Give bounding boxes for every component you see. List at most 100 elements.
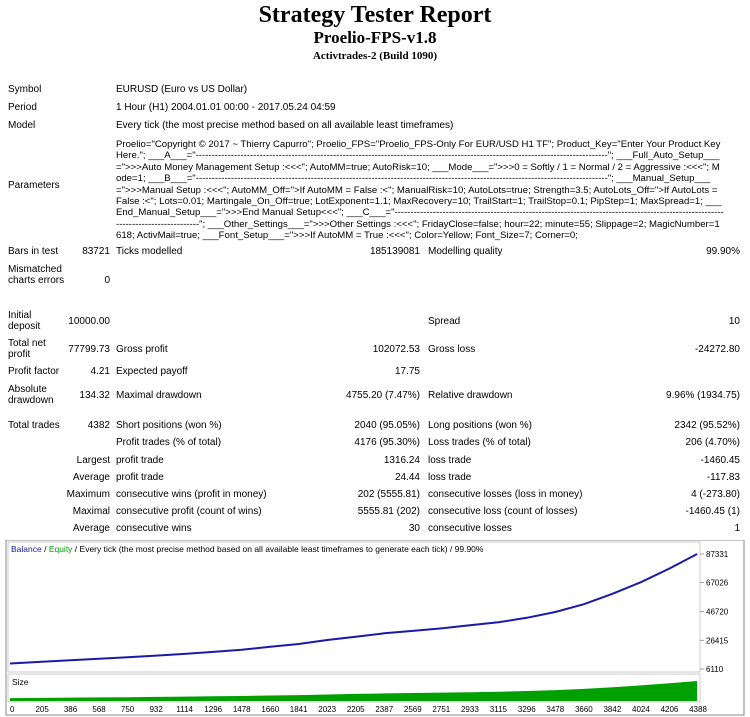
- mismatch-label: Mismatched charts errors: [8, 264, 65, 286]
- maximal-loss-value: -1460.45 (1): [685, 506, 740, 517]
- legend-description: / Every tick (the most precise method ba…: [72, 544, 483, 554]
- y-tick-label: 6110: [706, 665, 724, 674]
- avg-consec-wins-value: 30: [408, 523, 420, 534]
- size-area: [10, 681, 698, 701]
- grossloss-label: Gross loss: [428, 344, 476, 355]
- ep-label: Expected payoff: [116, 366, 188, 377]
- x-tick-label: 2569: [404, 705, 422, 714]
- maximum-label: Maximum: [66, 489, 110, 500]
- symbol-label: Symbol: [8, 84, 42, 95]
- quality-value: 99.90%: [706, 246, 740, 257]
- x-tick-label: 205: [35, 705, 49, 714]
- model-label: Model: [8, 120, 36, 131]
- maxdd-value: 4755.20 (7.47%): [346, 390, 420, 401]
- absdd-label: Absolute drawdown: [8, 384, 54, 406]
- x-axis-ticks: 0 205 386 568 750 932 1114 1296 1478 1660 1841 2023…: [10, 705, 707, 714]
- avg-consec-label: Average: [72, 523, 110, 534]
- largest-label: Largest: [76, 455, 110, 466]
- x-tick-label: 3660: [575, 705, 593, 714]
- x-tick-label: 2751: [432, 705, 450, 714]
- maximal-label: Maximal: [72, 506, 110, 517]
- y-tick-label: 87331: [706, 550, 729, 559]
- deposit-label: Initial deposit: [8, 310, 41, 332]
- x-tick-label: 2933: [461, 705, 479, 714]
- ticks-value: 185139081: [369, 246, 420, 257]
- model-value: Every tick (the most precise method base…: [116, 120, 454, 131]
- grid-lines: [700, 553, 704, 670]
- legend-balance: Balance: [11, 544, 42, 554]
- quality-label: Modelling quality: [428, 246, 503, 257]
- maximum-wins-value: 202 (5555.81): [357, 489, 420, 500]
- x-tick-label: 2023: [318, 705, 336, 714]
- bars-label: Bars in test: [8, 246, 59, 257]
- long-label: Long positions (won %): [428, 420, 532, 431]
- average-loss-label: loss trade: [428, 472, 472, 483]
- legend-equity: Equity: [49, 544, 73, 554]
- grossloss-value: -24272.80: [694, 344, 740, 355]
- x-tick-label: 1296: [204, 705, 222, 714]
- maximum-losses-value: 4 (-273.80): [691, 489, 740, 500]
- x-tick-label: 932: [149, 705, 163, 714]
- parameters-value: Proelio="Copyright © 2017 ~ Thierry Capu…: [116, 139, 724, 242]
- x-tick-label: 1114: [176, 705, 193, 714]
- symbol-value: EURUSD (Euro vs US Dollar): [116, 84, 248, 95]
- mismatch-value: 0: [104, 275, 110, 286]
- maximum-wins-label: consecutive wins (profit in money): [116, 489, 267, 500]
- x-tick-label: 3115: [490, 705, 508, 714]
- deposit-value: 10000.00: [68, 316, 110, 327]
- ep-value: 17.75: [394, 366, 420, 377]
- lt-value: 206 (4.70%): [685, 437, 740, 448]
- pt-label: Profit trades (% of total): [116, 437, 222, 448]
- average-label: Average: [72, 472, 110, 483]
- largest-profit-label: profit trade: [116, 455, 164, 466]
- pt-value: 4176 (95.30%): [354, 437, 420, 448]
- average-profit-label: profit trade: [116, 472, 164, 483]
- avg-consec-wins-label: consecutive wins: [116, 523, 192, 534]
- short-value: 2040 (95.05%): [354, 420, 420, 431]
- y-axis-ticks: 87331 67026 46720 26415 6110: [706, 550, 729, 674]
- x-tick-label: 4206: [661, 705, 679, 714]
- x-tick-label: 750: [121, 705, 135, 714]
- balance-series-line: [9, 553, 698, 665]
- maximal-loss-label: consecutive loss (count of losses): [428, 506, 578, 517]
- maxdd-label: Maximal drawdown: [116, 390, 202, 401]
- pf-value: 4.21: [90, 366, 110, 377]
- avg-consec-losses-value: 1: [734, 523, 740, 534]
- ticks-label: Ticks modelled: [116, 246, 183, 257]
- x-tick-label: 3296: [518, 705, 536, 714]
- long-value: 2342 (95.52%): [674, 420, 740, 431]
- bars-value: 83721: [82, 246, 110, 257]
- grossprofit-value: 102072.53: [372, 344, 420, 355]
- x-tick-label: 1478: [233, 705, 251, 714]
- y-tick-label: 67026: [706, 579, 729, 588]
- x-tick-label: 3842: [603, 705, 621, 714]
- reldd-label: Relative drawdown: [428, 390, 513, 401]
- main-plot-area: [7, 541, 701, 673]
- lt-label: Loss trades (% of total): [428, 437, 531, 448]
- x-tick-label: 2387: [375, 705, 393, 714]
- x-tick-label: 386: [64, 705, 78, 714]
- balance-chart: Balance / Equity / Every tick (the most …: [5, 540, 745, 716]
- expert-name: Proelio-FPS-v1.8: [313, 28, 437, 47]
- period-label: Period: [8, 102, 37, 113]
- trades-value: 4382: [87, 420, 110, 431]
- reldd-value: 9.96% (1934.75): [666, 390, 740, 401]
- x-tick-label: 3478: [546, 705, 564, 714]
- y-tick-label: 46720: [706, 608, 729, 617]
- size-label: Size: [12, 677, 29, 687]
- largest-loss-value: -1460.45: [700, 455, 740, 466]
- average-profit-value: 24.44: [394, 472, 420, 483]
- size-bars: [10, 681, 698, 701]
- x-tick-label: 2205: [347, 705, 365, 714]
- average-loss-value: -117.83: [706, 472, 740, 483]
- short-label: Short positions (won %): [116, 420, 222, 431]
- x-tick-label: 1660: [261, 705, 279, 714]
- spread-value: 10: [728, 316, 740, 327]
- maximum-losses-label: consecutive losses (loss in money): [428, 489, 583, 500]
- chart-legend: Balance / Equity / Every tick (the most …: [11, 544, 484, 554]
- trades-label: Total trades: [8, 420, 60, 431]
- parameters-label: Parameters: [8, 180, 60, 191]
- maximal-profit-value: 5555.81 (202): [357, 506, 420, 517]
- y-tick-label: 26415: [706, 636, 729, 645]
- grossprofit-label: Gross profit: [116, 344, 168, 355]
